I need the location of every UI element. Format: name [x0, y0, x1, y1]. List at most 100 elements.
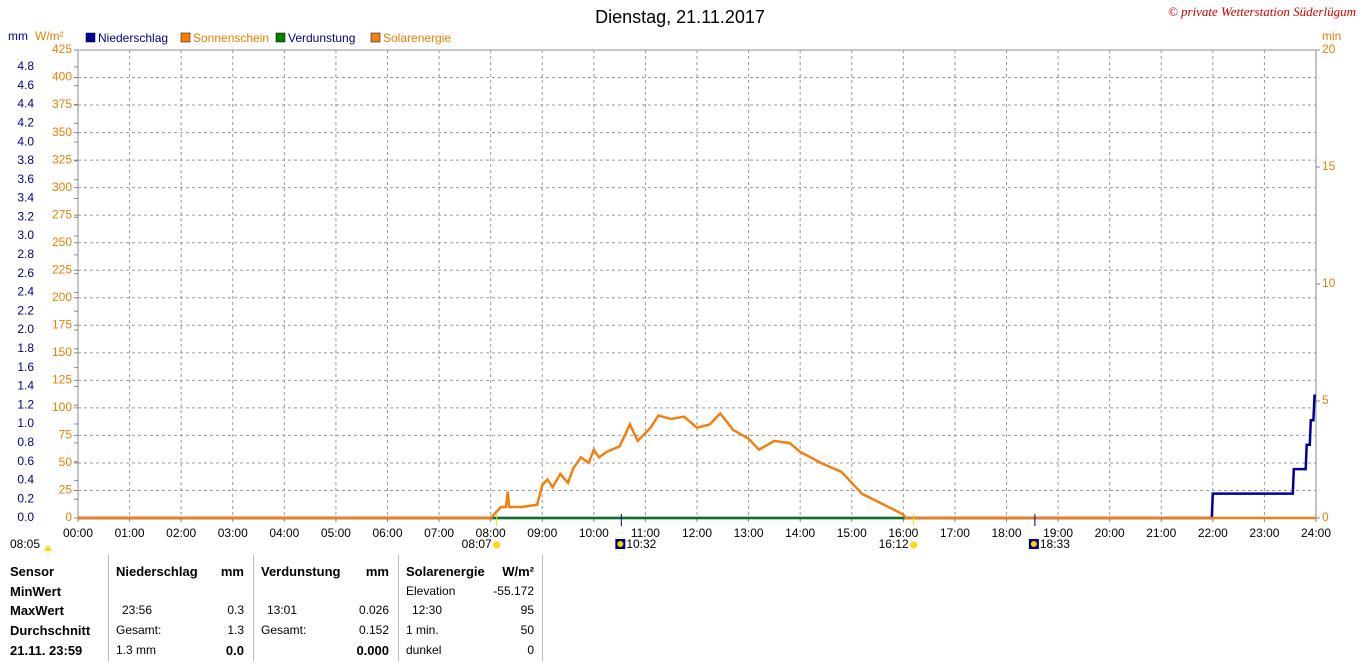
y-tick-label: 375 [52, 97, 72, 111]
table-cell: 12:30 [412, 603, 443, 617]
y-tick-label: 20 [1322, 42, 1336, 56]
y-tick-label: 325 [52, 152, 72, 166]
table-cell: 0.000 [356, 643, 389, 658]
y-tick-label: 150 [52, 345, 72, 359]
table-cell: 0.152 [358, 623, 389, 637]
x-tick-label: 00:00 [63, 526, 93, 540]
y-tick-label: 75 [59, 428, 73, 442]
annotation-label: 18:33 [1040, 537, 1070, 551]
y-tick-label: 125 [52, 373, 72, 387]
y-tick-label: 225 [52, 262, 72, 276]
table-cell: Niederschlag [116, 564, 198, 579]
copyright: © private Wetterstation Süderlügum [1168, 4, 1356, 19]
x-tick-label: 23:00 [1249, 526, 1279, 540]
legend-swatch [370, 32, 381, 43]
y-tick-label: 15 [1322, 159, 1336, 173]
table-cell: -55.172 [493, 584, 534, 598]
table-separator [398, 555, 399, 661]
side-label: 08:05 [10, 537, 40, 551]
table-cell: MinWert [10, 584, 62, 599]
x-tick-label: 16:00 [888, 526, 918, 540]
y-tick-label: 5 [1322, 393, 1329, 407]
sun-icon [493, 541, 501, 549]
table-cell: Verdunstung [261, 564, 341, 579]
moon-icon [1030, 541, 1037, 547]
chart: Dienstag, 21.11.2017 © private Wettersta… [8, 4, 1356, 551]
y-tick-label: 300 [52, 180, 72, 194]
x-tick-label: 11:00 [631, 526, 660, 540]
annotation-label: 08:07 [462, 537, 492, 551]
y-tick-label: 350 [52, 125, 72, 139]
x-tick-label: 24:00 [1301, 526, 1331, 540]
sun-icon [910, 541, 918, 549]
moon-icon [617, 541, 624, 547]
legend-label: Solarenergie [383, 31, 451, 45]
y-tick-label: 0.0 [17, 510, 34, 524]
series-line [78, 394, 1316, 520]
table-cell: dunkel [406, 643, 442, 657]
y-tick-label: 175 [52, 317, 72, 331]
table-cell: MaxWert [10, 603, 64, 618]
legend-label: Sonnenschein [193, 31, 269, 45]
y-tick-label: 400 [52, 70, 72, 84]
table-cell: 1 min. [406, 623, 439, 637]
table-cell: 1.3 [227, 623, 244, 637]
y-tick-label: 0.6 [17, 454, 34, 468]
table-cell: 23:56 [122, 603, 153, 617]
y-tick-label: 0.8 [17, 435, 34, 449]
x-tick-label: 05:00 [321, 526, 351, 540]
y-tick-label: 3.8 [17, 153, 34, 167]
axis-unit-label: W/m² [35, 29, 64, 43]
series-line [78, 411, 1316, 520]
y-tick-label: 0 [65, 510, 72, 524]
x-tick-label: 10:00 [579, 526, 609, 540]
x-tick-label: 14:00 [785, 526, 815, 540]
x-tick-label: 12:00 [682, 526, 712, 540]
y-tick-label: 100 [52, 400, 72, 414]
x-tick-label: 20:00 [1095, 526, 1125, 540]
y-tick-label: 4.2 [17, 115, 34, 129]
y-tick-label: 10 [1322, 276, 1336, 290]
y-tick-label: 1.8 [17, 341, 34, 355]
table-cell: 50 [520, 623, 534, 637]
table-cell: 0.0 [225, 643, 244, 658]
y-tick-label: 1.4 [17, 379, 34, 393]
y-tick-label: 4.0 [17, 134, 34, 148]
table-cell: 0.3 [227, 603, 244, 617]
x-tick-label: 03:00 [218, 526, 248, 540]
x-tick-label: 18:00 [991, 526, 1021, 540]
stats-table: Sensor MinWert MaxWert Durchschnitt 21.11. 2… [0, 553, 548, 665]
y-tick-label: 1.0 [17, 416, 34, 430]
y-tick-label: 4.6 [17, 78, 34, 92]
table-cell: 21.11. 23:59 [10, 643, 83, 658]
y-tick-label: 2.4 [17, 285, 34, 299]
x-tick-label: 02:00 [166, 526, 196, 540]
x-tick-label: 19:00 [1043, 526, 1073, 540]
y-tick-label: 0.4 [17, 473, 34, 487]
y-tick-label: 2.2 [17, 303, 34, 317]
sun-icon [44, 545, 52, 551]
y-tick-label: 50 [59, 455, 73, 469]
y-tick-label: 200 [52, 290, 72, 304]
table-cell: Gesamt: [116, 623, 162, 637]
y-tick-label: 2.8 [17, 247, 34, 261]
table-cell: Gesamt: [261, 623, 307, 637]
x-tick-label: 21:00 [1146, 526, 1176, 540]
x-tick-label: 15:00 [837, 526, 867, 540]
table-cell: 0 [527, 643, 534, 657]
y-tick-label: 2.0 [17, 322, 34, 336]
y-tick-label: 3.4 [17, 191, 34, 205]
y-tick-label: 2.6 [17, 266, 34, 280]
y-tick-label: 0 [1322, 510, 1329, 524]
x-tick-label: 22:00 [1198, 526, 1228, 540]
y-tick-label: 3.6 [17, 172, 34, 186]
y-tick-label: 250 [52, 235, 72, 249]
legend-label: Niederschlag [98, 31, 168, 45]
table-cell: Elevation [406, 584, 456, 598]
axis-unit-label: mm [8, 29, 28, 43]
legend-swatch [85, 32, 96, 43]
y-tick-label: 1.6 [17, 360, 34, 374]
table-cell: 0.026 [358, 603, 389, 617]
y-tick-label: 3.0 [17, 228, 34, 242]
